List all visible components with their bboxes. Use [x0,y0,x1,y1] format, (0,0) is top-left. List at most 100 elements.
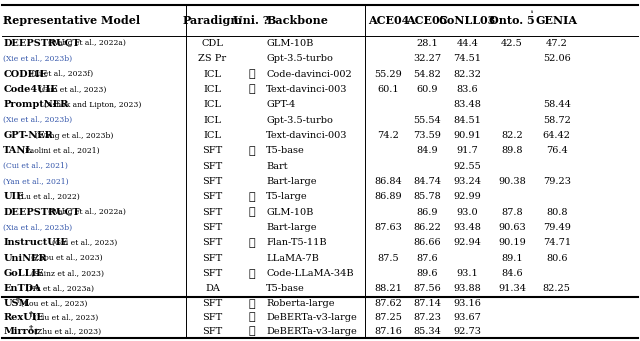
Text: 93.16: 93.16 [453,299,481,308]
Text: (Gui et al., 2023): (Gui et al., 2023) [52,239,118,247]
Text: SFT: SFT [202,254,223,263]
Text: Representative Model: Representative Model [3,15,140,26]
Text: ✓: ✓ [248,326,255,336]
Text: (Zhu et al., 2023): (Zhu et al., 2023) [35,327,102,335]
Text: EnTDA: EnTDA [3,284,41,294]
Text: 55.29: 55.29 [374,70,403,79]
Text: (Wang et al., 2022a): (Wang et al., 2022a) [48,208,126,216]
Text: ICL: ICL [204,70,221,79]
Text: 91.7: 91.7 [456,146,478,155]
Text: 85.34: 85.34 [413,327,441,336]
Text: CDL: CDL [202,39,223,48]
Text: SFT: SFT [202,299,223,308]
Text: ✓: ✓ [248,69,255,79]
Text: Bart: Bart [266,162,288,171]
Text: DeBERTa-v3-large: DeBERTa-v3-large [266,327,357,336]
Text: ⁱ: ⁱ [531,10,533,18]
Text: DEEPSTRUCT: DEEPSTRUCT [3,208,80,217]
Text: 32.27: 32.27 [413,54,441,63]
Text: GENIA: GENIA [536,15,578,26]
Text: 93.1: 93.1 [456,269,478,278]
Text: 60.9: 60.9 [416,85,438,94]
Text: GoLLIE: GoLLIE [3,269,44,278]
Text: 86.66: 86.66 [413,238,441,248]
Text: 73.59: 73.59 [413,131,441,140]
Text: (Li et al., 2023f): (Li et al., 2023f) [31,70,93,78]
Text: 84.6: 84.6 [501,269,523,278]
Text: LLaMA-7B: LLaMA-7B [266,254,319,263]
Text: 52.06: 52.06 [543,54,571,63]
Text: (Guo et al., 2023): (Guo et al., 2023) [39,86,107,93]
Text: 79.23: 79.23 [543,177,571,186]
Text: 84.74: 84.74 [413,177,441,186]
Text: 87.63: 87.63 [374,223,403,232]
Text: Bart-large: Bart-large [266,177,317,186]
Text: 74.51: 74.51 [453,54,481,63]
Text: ICL: ICL [204,100,221,109]
Text: Text-davinci-003: Text-davinci-003 [266,131,348,140]
Text: †: † [16,296,20,304]
Text: ✓: ✓ [248,207,255,217]
Text: †: † [29,324,33,331]
Text: 87.62: 87.62 [374,299,403,308]
Text: ICL: ICL [204,131,221,140]
Text: 44.4: 44.4 [456,39,478,48]
Text: 86.89: 86.89 [374,192,403,202]
Text: 87.8: 87.8 [501,208,523,217]
Text: (Wang et al., 2023b): (Wang et al., 2023b) [35,132,113,139]
Text: 93.24: 93.24 [453,177,481,186]
Text: 92.99: 92.99 [453,192,481,202]
Text: (Sainz et al., 2023): (Sainz et al., 2023) [31,270,104,278]
Text: RexUIE: RexUIE [3,313,44,322]
Text: Flan-T5-11B: Flan-T5-11B [266,238,327,248]
Text: ZS Pr: ZS Pr [198,54,227,63]
Text: ✓: ✓ [248,85,255,94]
Text: Code-davinci-002: Code-davinci-002 [266,70,352,79]
Text: (Lu et al., 2022): (Lu et al., 2022) [17,193,79,201]
Text: 83.48: 83.48 [453,100,481,109]
Text: Onto. 5: Onto. 5 [489,15,535,26]
Text: 90.38: 90.38 [498,177,526,186]
Text: GPT-NER: GPT-NER [3,131,53,140]
Text: Roberta-large: Roberta-large [266,299,335,308]
Text: SFT: SFT [202,177,223,186]
Text: Code-LLaMA-34B: Code-LLaMA-34B [266,269,354,278]
Text: SFT: SFT [202,269,223,278]
Text: 42.5: 42.5 [501,39,523,48]
Text: 93.48: 93.48 [453,223,481,232]
Text: 87.23: 87.23 [413,313,441,322]
Text: 74.71: 74.71 [543,238,571,248]
Text: (Xia et al., 2023b): (Xia et al., 2023b) [3,224,72,232]
Text: (Xie et al., 2023b): (Xie et al., 2023b) [3,55,72,63]
Text: ✓: ✓ [248,312,255,323]
Text: USM: USM [3,299,29,308]
Text: 82.25: 82.25 [543,284,571,294]
Text: 90.91: 90.91 [453,131,481,140]
Text: UIE: UIE [3,192,24,202]
Text: GLM-10B: GLM-10B [266,208,314,217]
Text: 80.8: 80.8 [546,208,568,217]
Text: 93.0: 93.0 [456,208,478,217]
Text: ACE05: ACE05 [406,15,447,26]
Text: 79.49: 79.49 [543,223,571,232]
Text: Mirror: Mirror [3,327,40,336]
Text: (Hu et al., 2023a): (Hu et al., 2023a) [26,285,94,293]
Text: 86.22: 86.22 [413,223,441,232]
Text: Code4UIE: Code4UIE [3,85,58,94]
Text: 28.1: 28.1 [416,39,438,48]
Text: Gpt-3.5-turbo: Gpt-3.5-turbo [266,116,333,125]
Text: PromptNER: PromptNER [3,100,68,109]
Text: CoNLL03: CoNLL03 [438,15,496,26]
Text: 88.21: 88.21 [374,284,403,294]
Text: 89.6: 89.6 [416,269,438,278]
Text: 86.84: 86.84 [374,177,403,186]
Text: 87.16: 87.16 [374,327,403,336]
Text: 85.78: 85.78 [413,192,441,202]
Text: InstructUIE: InstructUIE [3,238,68,248]
Text: 47.2: 47.2 [546,39,568,48]
Text: UniNER: UniNER [3,254,47,263]
Text: 93.88: 93.88 [453,284,481,294]
Text: 91.34: 91.34 [498,284,526,294]
Text: (Liu et al., 2023): (Liu et al., 2023) [35,313,99,322]
Text: SFT: SFT [202,192,223,202]
